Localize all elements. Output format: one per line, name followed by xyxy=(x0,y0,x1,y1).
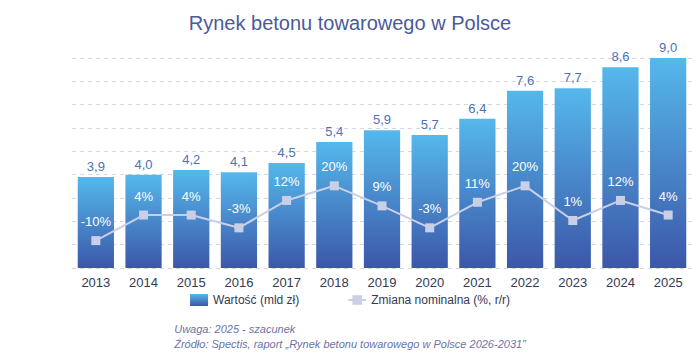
svg-text:2021: 2021 xyxy=(463,275,492,290)
svg-text:9,0: 9,0 xyxy=(659,40,677,55)
svg-text:2016: 2016 xyxy=(224,275,253,290)
svg-text:-3%: -3% xyxy=(227,201,251,216)
svg-text:12%: 12% xyxy=(274,174,300,189)
svg-text:1%: 1% xyxy=(563,194,582,209)
svg-text:4,2: 4,2 xyxy=(182,152,200,167)
svg-text:4,0: 4,0 xyxy=(134,157,152,172)
svg-text:5,9: 5,9 xyxy=(373,112,391,127)
svg-text:Źródło: Spectis, raport „Rynek: Źródło: Spectis, raport „Rynek betonu to… xyxy=(173,338,527,350)
svg-text:3,9: 3,9 xyxy=(87,159,105,174)
svg-text:2024: 2024 xyxy=(606,275,635,290)
svg-text:5,7: 5,7 xyxy=(421,117,439,132)
svg-text:4,5: 4,5 xyxy=(278,145,296,160)
svg-text:2014: 2014 xyxy=(129,275,158,290)
svg-text:2015: 2015 xyxy=(177,275,206,290)
svg-text:5,4: 5,4 xyxy=(325,124,343,139)
svg-text:7,7: 7,7 xyxy=(564,70,582,85)
svg-text:2019: 2019 xyxy=(368,275,397,290)
svg-text:-3%: -3% xyxy=(418,201,442,216)
svg-text:7,6: 7,6 xyxy=(516,73,534,88)
svg-text:20%: 20% xyxy=(512,159,538,174)
svg-text:Rynek betonu towarowego w Pols: Rynek betonu towarowego w Polsce xyxy=(189,12,511,34)
svg-text:4%: 4% xyxy=(134,189,153,204)
svg-text:Uwaga: 2025 - szacunek: Uwaga: 2025 - szacunek xyxy=(174,323,296,335)
svg-text:4%: 4% xyxy=(659,189,678,204)
svg-text:2023: 2023 xyxy=(558,275,587,290)
svg-text:12%: 12% xyxy=(607,174,633,189)
svg-text:2025: 2025 xyxy=(654,275,683,290)
svg-text:8,6: 8,6 xyxy=(611,49,629,64)
svg-text:-10%: -10% xyxy=(81,214,112,229)
svg-text:Zmiana nominalna (%, r/r): Zmiana nominalna (%, r/r) xyxy=(371,293,510,307)
svg-text:9%: 9% xyxy=(373,179,392,194)
svg-text:4,1: 4,1 xyxy=(230,154,248,169)
svg-text:4%: 4% xyxy=(182,189,201,204)
svg-text:2017: 2017 xyxy=(272,275,301,290)
svg-text:20%: 20% xyxy=(321,159,347,174)
svg-text:2020: 2020 xyxy=(415,275,444,290)
svg-text:11%: 11% xyxy=(465,176,490,191)
svg-text:Wartość (mld zł): Wartość (mld zł) xyxy=(213,293,299,307)
svg-text:2018: 2018 xyxy=(320,275,349,290)
svg-text:6,4: 6,4 xyxy=(468,101,486,116)
svg-text:2013: 2013 xyxy=(81,275,110,290)
svg-text:2022: 2022 xyxy=(511,275,540,290)
